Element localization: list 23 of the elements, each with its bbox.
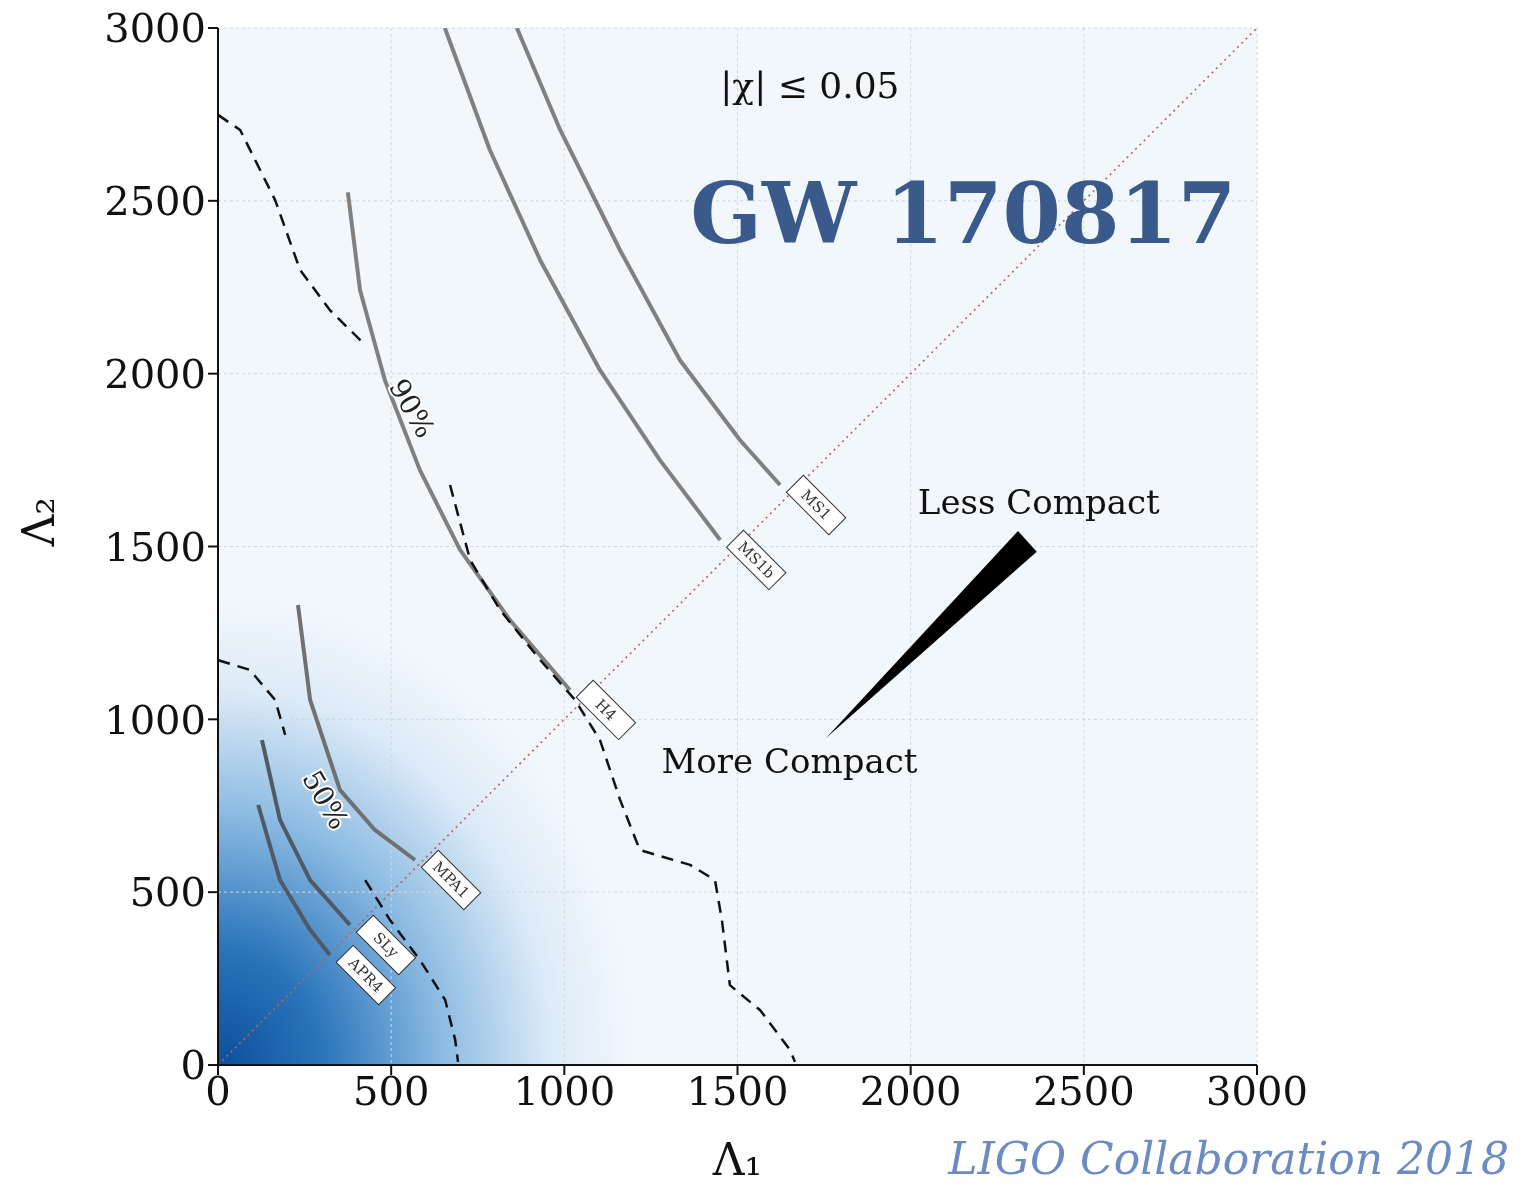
- x-axis-title: Λ₁: [711, 1134, 763, 1185]
- x-tick-label: 1000: [513, 1068, 616, 1115]
- x-tick-label: 2500: [1032, 1068, 1135, 1115]
- x-tick-label: 3000: [1206, 1068, 1308, 1115]
- y-tick-label: 1500: [104, 523, 206, 570]
- line-series: [345, 190, 572, 692]
- annotation: |χ| ≤ 0.05: [720, 64, 900, 106]
- x-tick-label: 1500: [686, 1068, 789, 1115]
- text: GW 170817: [690, 164, 1237, 263]
- text: LIGO Collaboration 2018: [947, 1132, 1509, 1184]
- y-tick-label: 2500: [104, 178, 206, 225]
- y-axis-title: Λ₂: [12, 497, 64, 548]
- line-series: [259, 738, 352, 928]
- annotation: Less Compact: [917, 481, 1161, 522]
- x-tick-label: 500: [352, 1068, 430, 1115]
- y-tick-label: 1000: [104, 696, 206, 743]
- annotation: More Compact: [661, 740, 918, 781]
- name-tag: H4: [575, 679, 637, 741]
- y-tick-label: 500: [129, 869, 206, 916]
- y-tick-label: 2000: [104, 350, 206, 397]
- x-tick-label: 2000: [859, 1068, 962, 1115]
- line-series: [296, 602, 418, 863]
- y-tick-label: 3000: [104, 5, 206, 52]
